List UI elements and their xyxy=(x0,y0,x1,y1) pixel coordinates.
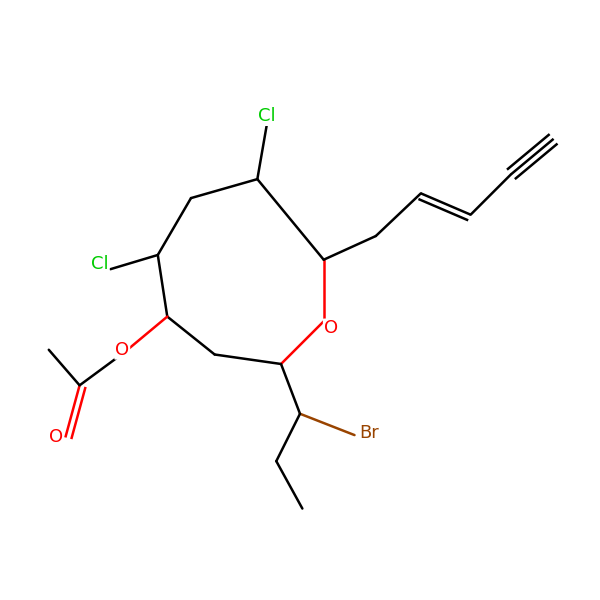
Text: O: O xyxy=(49,428,63,446)
Text: Cl: Cl xyxy=(91,256,109,274)
Text: O: O xyxy=(115,341,130,359)
Text: O: O xyxy=(324,319,338,337)
Text: Br: Br xyxy=(359,424,379,442)
Text: Cl: Cl xyxy=(258,107,275,125)
